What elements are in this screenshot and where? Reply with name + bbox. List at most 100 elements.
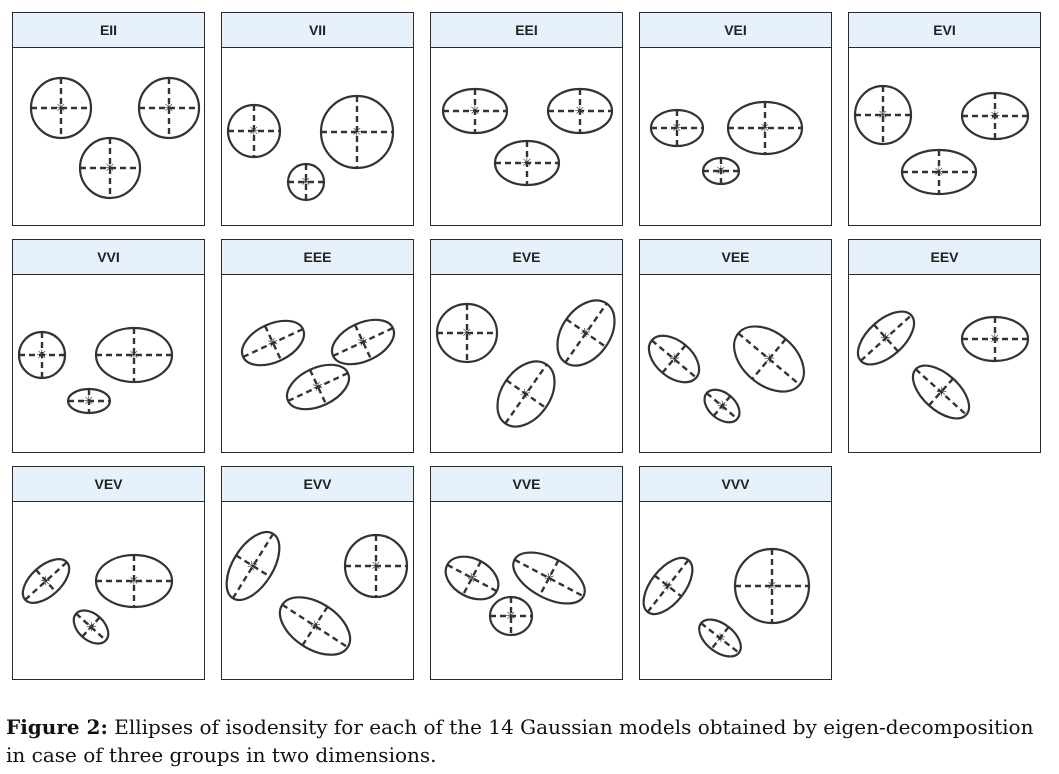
ellipse-plot: ✳ ✳ ✳ <box>225 530 409 656</box>
ellipse-group: ✳ <box>66 387 112 415</box>
minor-axis <box>263 325 283 361</box>
panel-title: VII <box>222 13 413 48</box>
panel-vvi: VVI ✳ ✳ ✳ <box>12 239 205 453</box>
major-axis <box>646 559 690 613</box>
ellipse-group: ✳ <box>72 609 110 645</box>
ellipse-group: ✳ <box>225 530 281 602</box>
panel-title: VVI <box>13 240 204 275</box>
ellipse-group: ✳ <box>647 334 701 384</box>
ellipse-plot: ✳ ✳✳ <box>29 76 201 200</box>
major-axis <box>242 327 304 359</box>
ellipse-group: ✳ <box>726 100 804 156</box>
ellipse-group: ✳ <box>732 325 806 393</box>
center-marker: ✳ <box>265 334 281 352</box>
ellipse-group: ✳ <box>319 94 395 170</box>
ellipse-group: ✳ <box>698 618 742 658</box>
panel-eve: EVE ✳ ✳ ✳ <box>430 239 623 453</box>
ellipse-group: ✳ <box>856 310 916 366</box>
minor-axis <box>710 626 730 650</box>
major-axis <box>287 371 349 403</box>
ellipse-plot: ✳ ✳ ✳ <box>441 87 614 187</box>
center-marker: ✳ <box>575 104 586 119</box>
center-marker: ✳ <box>301 175 312 190</box>
center-marker: ✳ <box>249 124 260 139</box>
isodensity-ellipse <box>72 609 110 645</box>
panel-title: VVE <box>431 467 622 502</box>
ellipse-group: ✳ <box>493 139 561 187</box>
ellipse-group: ✳ <box>488 595 534 637</box>
ellipse-plot: ✳ ✳✳ <box>642 547 811 658</box>
minor-axis <box>81 616 101 638</box>
caption-text: Ellipses of isodensity for each of the 1… <box>6 715 1034 767</box>
ellipse-group: ✳ <box>556 299 616 367</box>
ellipse-group: ✳ <box>435 302 499 364</box>
ellipse-plot: ✳ ✳ ✳ <box>444 551 586 637</box>
center-marker: ✳ <box>760 121 771 136</box>
panel-title: VEI <box>640 13 831 48</box>
panel-title: EVI <box>849 13 1040 48</box>
major-axis <box>281 603 349 649</box>
ellipse-group: ✳ <box>701 156 741 186</box>
panel-eev: EEV ✳ ✳ ✳ <box>848 239 1041 453</box>
center-marker: ✳ <box>522 156 533 171</box>
center-marker: ✳ <box>990 109 1001 124</box>
panel-title: EEV <box>849 240 1040 275</box>
center-marker: ✳ <box>716 164 727 179</box>
panel-vei: VEI ✳ ✳ ✳ <box>639 12 832 226</box>
center-marker: ✳ <box>517 385 536 403</box>
center-marker: ✳ <box>306 617 323 636</box>
center-marker: ✳ <box>371 559 382 574</box>
minor-axis <box>308 369 328 405</box>
ellipse-plot: ✳ ✳✳ <box>21 553 174 645</box>
center-marker: ✳ <box>244 558 263 575</box>
center-marker: ✳ <box>37 348 48 363</box>
major-axis <box>332 326 394 358</box>
panel-vvv: VVV ✳ ✳ ✳ <box>639 466 832 680</box>
panel-evi: EVI ✳ ✳ ✳ <box>848 12 1041 226</box>
major-axis <box>231 533 275 599</box>
center-marker: ✳ <box>767 579 778 594</box>
center-marker: ✳ <box>310 378 326 396</box>
center-marker: ✳ <box>56 101 67 116</box>
ellipse-group: ✳ <box>240 319 306 367</box>
center-marker: ✳ <box>577 324 596 342</box>
minor-axis <box>538 559 560 597</box>
ellipse-group: ✳ <box>94 553 174 609</box>
ellipse-group: ✳ <box>343 533 409 599</box>
center-marker: ✳ <box>462 326 473 341</box>
center-marker: ✳ <box>463 569 480 587</box>
minor-axis <box>301 606 329 646</box>
ellipse-plot: ✳ ✳ ✳ <box>226 94 395 202</box>
ellipse-group: ✳ <box>286 162 326 202</box>
ellipse-group: ✳ <box>649 108 705 148</box>
ellipse-group: ✳ <box>441 87 509 135</box>
ellipse-group: ✳ <box>900 148 978 196</box>
center-marker: ✳ <box>540 569 557 587</box>
ellipse-plot: ✳ ✳ ✳ <box>649 100 804 186</box>
panel-title: VEV <box>13 467 204 502</box>
ellipse-group: ✳ <box>703 388 741 424</box>
ellipse-plot: ✳ ✳✳ <box>856 310 1030 420</box>
minor-axis <box>653 574 683 598</box>
ellipse-group: ✳ <box>330 318 396 366</box>
ellipse-group: ✳ <box>78 136 142 200</box>
minor-axis <box>565 318 607 348</box>
panel-title: EEE <box>222 240 413 275</box>
minor-axis <box>353 324 373 360</box>
center-marker: ✳ <box>105 161 116 176</box>
minor-axis <box>712 395 732 417</box>
center-marker: ✳ <box>352 125 363 140</box>
ellipse-group: ✳ <box>21 558 71 604</box>
ellipse-group: ✳ <box>444 555 500 601</box>
minor-axis <box>35 569 57 593</box>
panel-evv: EVV ✳ ✳ ✳ <box>221 466 414 680</box>
ellipse-group: ✳ <box>496 360 556 428</box>
center-marker: ✳ <box>129 574 140 589</box>
major-axis <box>859 314 913 362</box>
panel-title: EVV <box>222 467 413 502</box>
caption-label: Figure 2: <box>6 715 108 739</box>
center-marker: ✳ <box>129 348 140 363</box>
ellipse-group: ✳ <box>17 330 67 380</box>
panel-title: VVV <box>640 467 831 502</box>
major-axis <box>914 368 968 416</box>
